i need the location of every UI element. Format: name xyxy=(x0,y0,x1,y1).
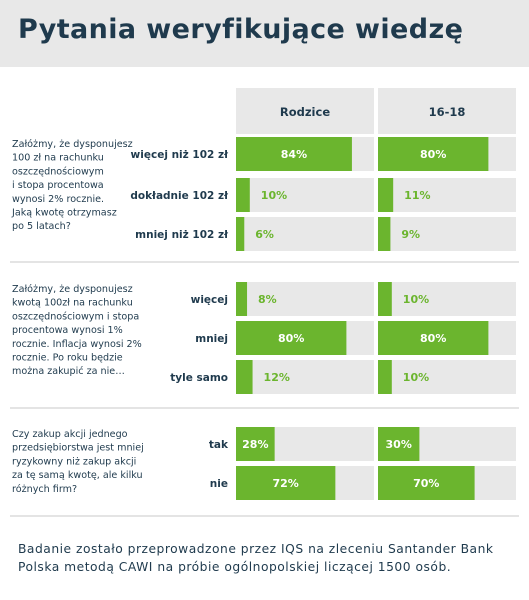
question-text-line: po 5 latach? xyxy=(12,221,71,232)
bar xyxy=(378,282,392,316)
question-text-line: Załóżmy, że dysponujesz xyxy=(12,138,133,150)
column-header-bg xyxy=(378,88,516,134)
question-text-line: Czy zakup akcji jednego xyxy=(12,429,128,440)
data-label: 30% xyxy=(386,438,412,451)
bar-track xyxy=(378,217,516,251)
category-label: więcej xyxy=(191,294,228,306)
data-label: 9% xyxy=(401,228,420,241)
bar-track xyxy=(378,178,516,212)
footnote: Badanie zostało przeprowadzone przez IQS… xyxy=(18,542,494,574)
question-text-line: wynosi 2% rocznie. xyxy=(12,194,104,205)
bar-track xyxy=(236,282,374,316)
bar xyxy=(236,282,248,316)
bar xyxy=(378,178,394,212)
question-text: Załóżmy, że dysponujesz kwotą 100zł na ra… xyxy=(12,283,142,377)
question-text-line: oszczędnościowym xyxy=(12,165,104,177)
bar xyxy=(236,427,275,461)
category-label: mniej xyxy=(195,333,228,345)
bar-track xyxy=(236,217,374,251)
question-text-line: różnych firm? xyxy=(12,483,77,495)
bar xyxy=(378,217,391,251)
bar-track xyxy=(378,282,516,316)
bar xyxy=(378,321,489,355)
bar xyxy=(378,466,475,500)
category-label: tyle samo xyxy=(170,372,228,384)
data-label: 8% xyxy=(258,293,277,306)
question-text-line: 100 zł na rachunku xyxy=(12,153,104,164)
category-label: dokładnie 102 zł xyxy=(130,190,229,202)
column-header-bg xyxy=(236,88,374,134)
data-label: 10% xyxy=(261,189,287,202)
question-text: Załóżmy, że dysponujesz 100 zł na rachunk… xyxy=(11,138,133,232)
question-text: Czy zakup akcji jednego przedsiębiorstwa … xyxy=(12,429,144,495)
bar xyxy=(236,321,347,355)
data-label: 84% xyxy=(281,148,307,161)
data-label: 11% xyxy=(404,189,430,202)
data-label: 10% xyxy=(403,371,429,384)
data-label: 10% xyxy=(403,293,429,306)
bar xyxy=(236,466,336,500)
question-text-line: Załóżmy, że dysponujesz xyxy=(12,283,133,295)
page-title: Pytania weryfikujące wiedzę xyxy=(18,14,464,45)
column-header: Rodzice xyxy=(280,105,330,119)
bar xyxy=(236,217,245,251)
bar xyxy=(236,360,253,394)
bar xyxy=(378,427,420,461)
category-label: nie xyxy=(210,478,228,490)
data-label: 70% xyxy=(413,477,439,490)
bar xyxy=(378,360,392,394)
category-label: mniej niż 102 zł xyxy=(135,229,229,241)
question-text-line: za tę samą kwotę, ale kilku xyxy=(12,470,143,481)
bar xyxy=(236,178,250,212)
bar xyxy=(378,137,489,171)
data-label: 80% xyxy=(278,332,304,345)
question-text-line: rocznie. Po roku będzie xyxy=(12,353,123,364)
bar xyxy=(236,137,352,171)
data-label: 12% xyxy=(264,371,290,384)
data-label: 6% xyxy=(255,228,274,241)
data-label: 28% xyxy=(242,438,268,451)
category-label: więcej niż 102 zł xyxy=(131,149,230,161)
question-text-line: oszczędnościowym i stopa xyxy=(12,310,139,322)
question-text-line: Jaką kwotę otrzymasz xyxy=(11,208,117,219)
question-text-line: procentowa wynosi 1% xyxy=(12,325,123,336)
bar-track xyxy=(236,178,374,212)
question-text-line: można zakupić za nie… xyxy=(12,365,125,377)
bar-track xyxy=(236,360,374,394)
column-header: 16-18 xyxy=(429,105,466,119)
question-text-line: kwotą 100zł na rachunku xyxy=(12,298,133,309)
question-text-line: ryzykowny niż zakup akcji xyxy=(12,456,136,467)
category-label: tak xyxy=(209,439,229,451)
data-label: 80% xyxy=(420,148,446,161)
data-label: 72% xyxy=(273,477,299,490)
header-band: Pytania weryfikujące wiedzę xyxy=(0,0,529,67)
question-text-line: i stopa procentowa xyxy=(12,180,104,191)
question-text-line: rocznie. Inflacja wynosi 2% xyxy=(12,339,142,350)
bar-track xyxy=(378,360,516,394)
question-text-line: przedsiębiorstwa jest mniej xyxy=(12,443,144,454)
data-label: 80% xyxy=(420,332,446,345)
